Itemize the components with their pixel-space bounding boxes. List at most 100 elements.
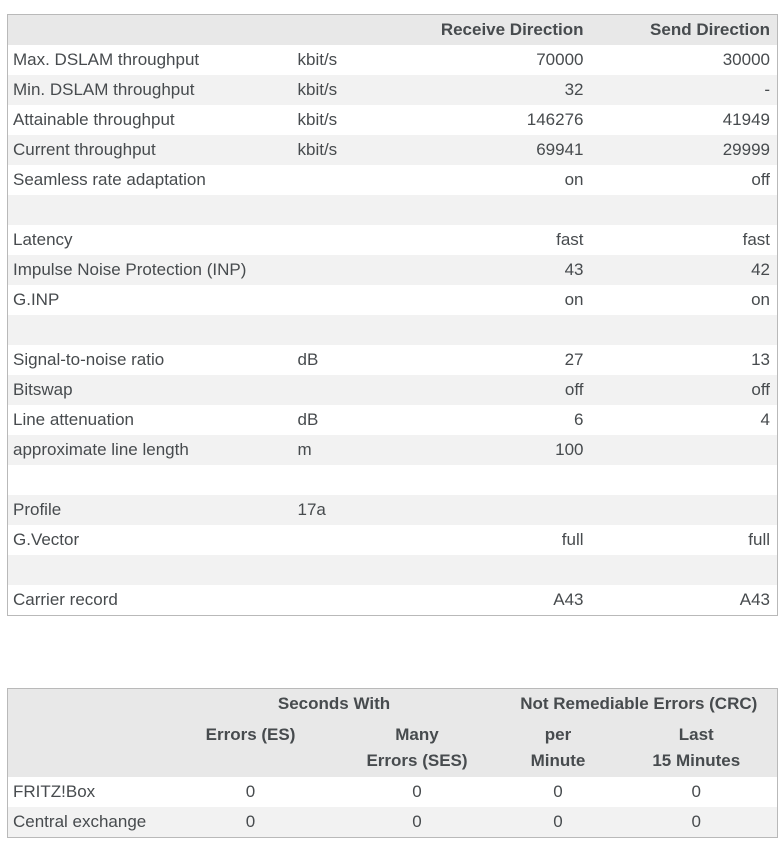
row-ginp: G.INP on on — [8, 285, 778, 315]
row-label: G.INP — [13, 290, 60, 309]
seconds-with-group-header: Seconds With — [277, 694, 391, 713]
receive-direction-header: Receive Direction — [440, 20, 584, 39]
header-line: 15 Minutes — [652, 751, 741, 770]
header-line: Last — [678, 725, 714, 744]
row-line-attenuation: Line attenuation dB 6 4 — [8, 405, 778, 435]
send-value — [591, 495, 778, 525]
spacer-row — [7, 555, 778, 585]
errors-es-value: 0 — [245, 812, 256, 831]
errors-es-value: 0 — [245, 782, 256, 801]
empty-header-cell — [8, 719, 168, 777]
send-value: A43 — [739, 590, 770, 609]
last-15-minutes-value: 0 — [691, 812, 701, 831]
row-label: Max. DSLAM throughput — [13, 50, 200, 69]
receive-value: 43 — [564, 260, 584, 279]
header-line: per — [544, 725, 572, 744]
spacer-row — [7, 195, 778, 225]
row-label: Current throughput — [13, 140, 156, 159]
row-unit — [298, 285, 393, 315]
row-bitswap: Bitswap off off — [7, 375, 778, 405]
header-line: Errors (ES) — [205, 725, 296, 744]
header-line: Errors (SES) — [366, 751, 468, 770]
row-label: Profile — [13, 500, 62, 519]
receive-value: 6 — [574, 410, 584, 429]
send-value: 4 — [760, 410, 770, 429]
receive-value: full — [561, 530, 584, 549]
row-impulse-noise-protection: Impulse Noise Protection (INP) 43 42 — [7, 255, 778, 285]
row-label: approximate line length — [13, 440, 189, 459]
receive-value: 146276 — [526, 110, 584, 129]
receive-value: 100 — [555, 440, 584, 459]
row-label: Line attenuation — [13, 410, 134, 429]
many-errors-ses-header: Many Errors (SES) — [334, 719, 501, 777]
row-max-dslam-throughput: Max. DSLAM throughput kbit/s 70000 30000 — [8, 45, 778, 75]
send-value: off — [751, 380, 770, 399]
column-header-row: Errors (ES) Many Errors (SES) per Minute… — [7, 719, 778, 777]
spacer-row — [7, 315, 778, 345]
row-central-exchange: Central exchange 0 0 0 0 — [7, 807, 778, 838]
row-profile: Profile 17a — [7, 495, 778, 525]
dsl-stats-table: Receive Direction Send Direction Max. DS… — [7, 14, 778, 616]
error-counter-table: Seconds With Not Remediable Errors (CRC)… — [7, 688, 779, 838]
send-value: on — [751, 290, 770, 309]
row-unit: dB — [297, 410, 319, 429]
row-label: Min. DSLAM throughput — [13, 80, 195, 99]
last-15-minutes-value: 0 — [691, 782, 701, 801]
per-minute-value: 0 — [553, 782, 563, 801]
row-unit — [298, 255, 393, 285]
send-value: 13 — [751, 350, 770, 369]
row-unit: 17a — [297, 500, 326, 519]
send-value: 29999 — [722, 140, 770, 159]
empty-header-cell — [8, 689, 168, 720]
row-unit — [298, 165, 393, 195]
dsl-information-page: Receive Direction Send Direction Max. DS… — [0, 14, 780, 838]
row-label: Central exchange — [13, 812, 147, 831]
receive-value: A43 — [553, 590, 584, 609]
row-carrier-record: Carrier record A43 A43 — [8, 585, 778, 616]
empty-header-cell — [298, 15, 393, 46]
crc-group-header: Not Remediable Errors (CRC) — [520, 694, 758, 713]
row-unit — [298, 375, 393, 405]
receive-value: fast — [556, 230, 584, 249]
many-errors-ses-value: 0 — [412, 812, 422, 831]
row-unit — [298, 525, 393, 555]
row-label: Impulse Noise Protection (INP) — [13, 260, 247, 279]
row-unit: m — [297, 440, 312, 459]
row-approximate-line-length: approximate line length m 100 — [7, 435, 778, 465]
dsl-table-header-row: Receive Direction Send Direction — [7, 14, 778, 46]
row-unit — [298, 585, 393, 616]
empty-header-cell — [8, 15, 298, 46]
row-signal-to-noise-ratio: Signal-to-noise ratio dB 27 13 — [8, 345, 778, 375]
many-errors-ses-value: 0 — [412, 782, 422, 801]
row-label: Attainable throughput — [13, 110, 175, 129]
receive-value: 69941 — [536, 140, 584, 159]
row-unit: kbit/s — [297, 80, 338, 99]
send-value: full — [748, 530, 770, 549]
row-gvector: G.Vector full full — [8, 525, 778, 555]
row-min-dslam-throughput: Min. DSLAM throughput kbit/s 32 - — [7, 75, 778, 105]
row-label: Bitswap — [13, 380, 73, 399]
send-value — [591, 435, 778, 465]
receive-value: on — [564, 170, 584, 189]
per-minute-header: per Minute — [501, 719, 616, 777]
send-value: 30000 — [722, 50, 770, 69]
group-header-row: Seconds With Not Remediable Errors (CRC) — [7, 688, 778, 720]
receive-value: 27 — [564, 350, 584, 369]
send-value: 42 — [751, 260, 770, 279]
row-seamless-rate-adaptation: Seamless rate adaptation on off — [8, 165, 778, 195]
row-label: Latency — [13, 230, 73, 249]
last-15-minutes-header: Last 15 Minutes — [616, 719, 778, 777]
send-direction-header: Send Direction — [650, 20, 770, 39]
spacer-row — [8, 465, 778, 495]
per-minute-value: 0 — [553, 812, 563, 831]
receive-value — [393, 495, 591, 525]
receive-value: 70000 — [536, 50, 584, 69]
receive-value: on — [564, 290, 584, 309]
row-latency: Latency fast fast — [8, 225, 778, 255]
receive-value: off — [564, 380, 584, 399]
row-unit — [298, 225, 393, 255]
receive-value: 32 — [564, 80, 584, 99]
row-label: FRITZ!Box — [13, 782, 96, 801]
errors-es-header: Errors (ES) — [168, 719, 334, 777]
row-unit: kbit/s — [297, 50, 338, 69]
